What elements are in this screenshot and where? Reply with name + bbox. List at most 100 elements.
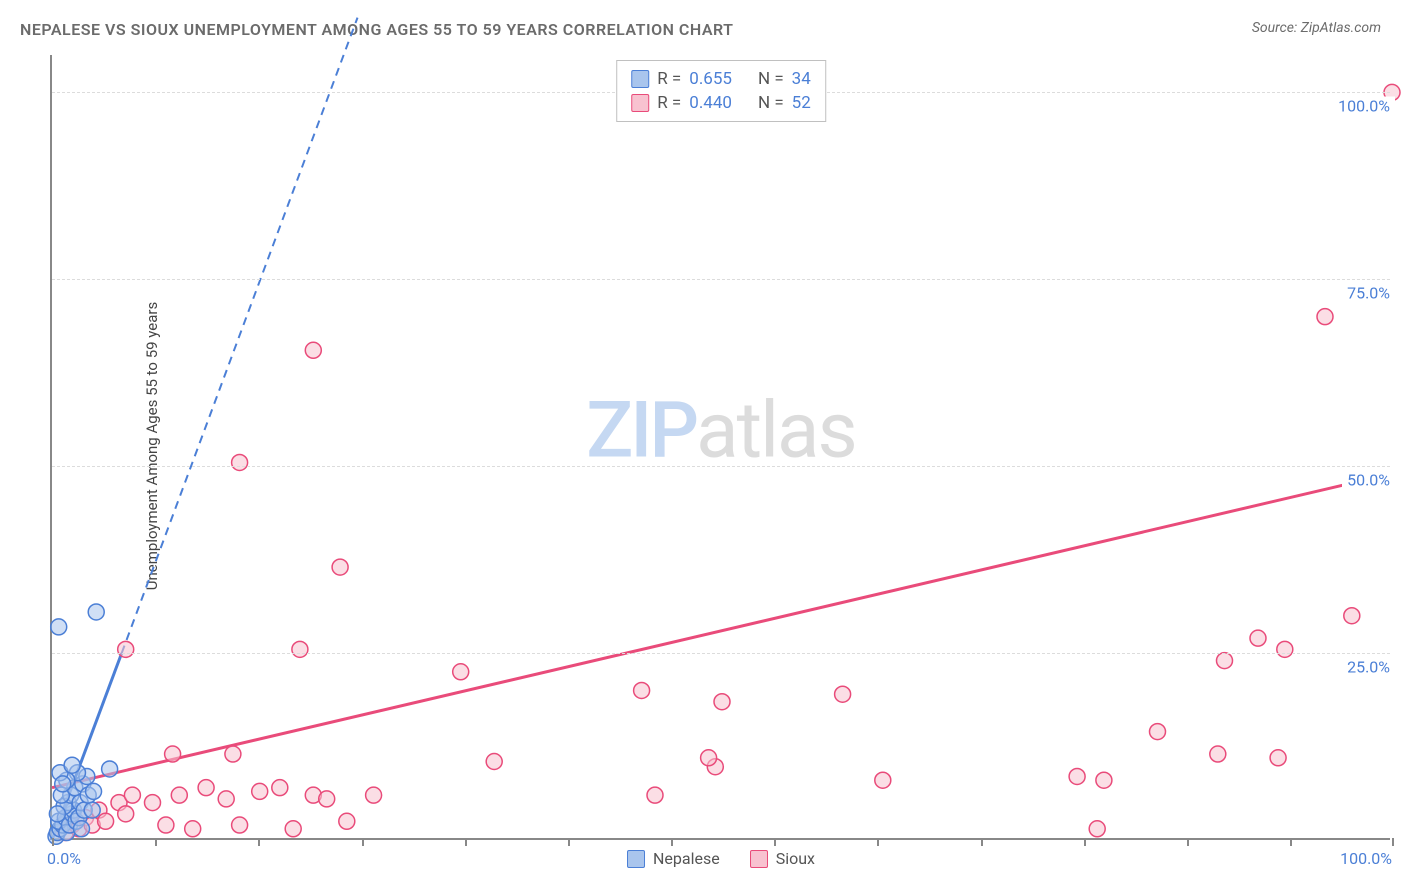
scatter-point-sioux: [1069, 768, 1085, 784]
scatter-point-sioux: [634, 682, 650, 698]
legend-swatch: [631, 94, 649, 112]
x-tick: [155, 838, 157, 846]
scatter-point-sioux: [124, 787, 140, 803]
scatter-point-sioux: [218, 791, 234, 807]
x-tick: [1392, 838, 1394, 846]
scatter-point-sioux: [98, 813, 114, 829]
chart-title: NEPALESE VS SIOUX UNEMPLOYMENT AMONG AGE…: [20, 20, 734, 39]
series-legend-label: Nepalese: [653, 849, 720, 868]
scatter-point-sioux: [171, 787, 187, 803]
trend-line: [52, 474, 1392, 788]
legend-row: R = 0.440 N = 52: [631, 91, 811, 115]
scatter-point-sioux: [198, 780, 214, 796]
x-tick: [258, 838, 260, 846]
scatter-point-sioux: [875, 772, 891, 788]
scatter-point-sioux: [714, 694, 730, 710]
legend-row: R = 0.655 N = 34: [631, 67, 811, 91]
plot-area: ZIPatlas R =0.655N =34R =0.440N =52 Nepa…: [50, 55, 1390, 840]
scatter-point-sioux: [339, 813, 355, 829]
scatter-point-sioux: [285, 821, 301, 837]
x-tick: [465, 838, 467, 846]
scatter-point-sioux: [486, 754, 502, 770]
x-tick: [1290, 838, 1292, 846]
scatter-point-sioux: [165, 746, 181, 762]
x-tick: [1084, 838, 1086, 846]
gridline-h: [52, 466, 1390, 467]
scatter-point-sioux: [118, 806, 134, 822]
scatter-point-sioux: [1096, 772, 1112, 788]
scatter-point-sioux: [158, 817, 174, 833]
legend-r-value: 0.440: [689, 93, 732, 113]
x-tick-label: 100.0%: [1340, 849, 1392, 868]
legend-swatch: [750, 850, 768, 868]
scatter-point-nepalese: [64, 757, 80, 773]
scatter-point-nepalese: [88, 604, 104, 620]
scatter-point-sioux: [305, 342, 321, 358]
scatter-point-sioux: [232, 454, 248, 470]
scatter-point-sioux: [292, 641, 308, 657]
chart-container: NEPALESE VS SIOUX UNEMPLOYMENT AMONG AGE…: [0, 0, 1406, 892]
x-tick: [568, 838, 570, 846]
x-tick-label: 0.0%: [47, 849, 81, 868]
x-tick: [362, 838, 364, 846]
gridline-h: [52, 653, 1390, 654]
legend-r-value: 0.655: [689, 69, 732, 89]
trend-line: [122, 18, 358, 653]
scatter-point-sioux: [145, 795, 161, 811]
legend-n-label: N =: [758, 93, 784, 113]
scatter-point-nepalese: [49, 806, 65, 822]
scatter-point-sioux: [319, 791, 335, 807]
x-tick: [52, 838, 54, 846]
scatter-point-sioux: [647, 787, 663, 803]
scatter-point-sioux: [185, 821, 201, 837]
legend-swatch: [631, 70, 649, 88]
legend-r-label: R =: [657, 69, 681, 89]
scatter-point-nepalese: [51, 619, 67, 635]
scatter-point-sioux: [332, 559, 348, 575]
source-attribution: Source: ZipAtlas.com: [1252, 20, 1381, 36]
legend-n-value: 52: [792, 93, 811, 113]
scatter-point-sioux: [225, 746, 241, 762]
y-tick-label: 25.0%: [1342, 658, 1395, 677]
plot-svg: [52, 55, 1390, 838]
y-tick-label: 75.0%: [1342, 284, 1395, 303]
legend-r-label: R =: [657, 93, 681, 113]
scatter-point-sioux: [366, 787, 382, 803]
scatter-point-sioux: [1277, 641, 1293, 657]
scatter-point-sioux: [1317, 309, 1333, 325]
gridline-h: [52, 279, 1390, 280]
scatter-point-sioux: [252, 783, 268, 799]
scatter-point-sioux: [1270, 750, 1286, 766]
legend-n-value: 34: [792, 69, 811, 89]
series-legend-label: Sioux: [776, 849, 815, 868]
scatter-point-sioux: [1250, 630, 1266, 646]
y-tick-label: 50.0%: [1342, 471, 1395, 490]
scatter-point-sioux: [272, 780, 288, 796]
scatter-point-sioux: [701, 750, 717, 766]
scatter-point-sioux: [453, 664, 469, 680]
x-tick: [774, 838, 776, 846]
x-tick: [877, 838, 879, 846]
scatter-point-nepalese: [86, 783, 102, 799]
scatter-point-nepalese: [84, 802, 100, 818]
legend-swatch: [627, 850, 645, 868]
scatter-point-sioux: [118, 641, 134, 657]
scatter-point-sioux: [1089, 821, 1105, 837]
scatter-point-sioux: [1210, 746, 1226, 762]
scatter-point-sioux: [1150, 724, 1166, 740]
scatter-point-sioux: [1217, 653, 1233, 669]
scatter-point-sioux: [232, 817, 248, 833]
legend-n-label: N =: [758, 69, 784, 89]
y-tick-label: 100.0%: [1333, 97, 1395, 116]
scatter-point-sioux: [1344, 608, 1360, 624]
series-legend-item: Sioux: [750, 849, 815, 868]
correlation-legend: R = 0.655 N = 34 R = 0.440 N = 52: [616, 60, 826, 122]
scatter-point-sioux: [835, 686, 851, 702]
scatter-point-nepalese: [73, 821, 89, 837]
x-tick: [981, 838, 983, 846]
x-tick: [1187, 838, 1189, 846]
x-tick: [671, 838, 673, 846]
series-legend-item: Nepalese: [627, 849, 720, 868]
series-legend: Nepalese Sioux: [627, 849, 815, 868]
scatter-point-nepalese: [55, 776, 71, 792]
